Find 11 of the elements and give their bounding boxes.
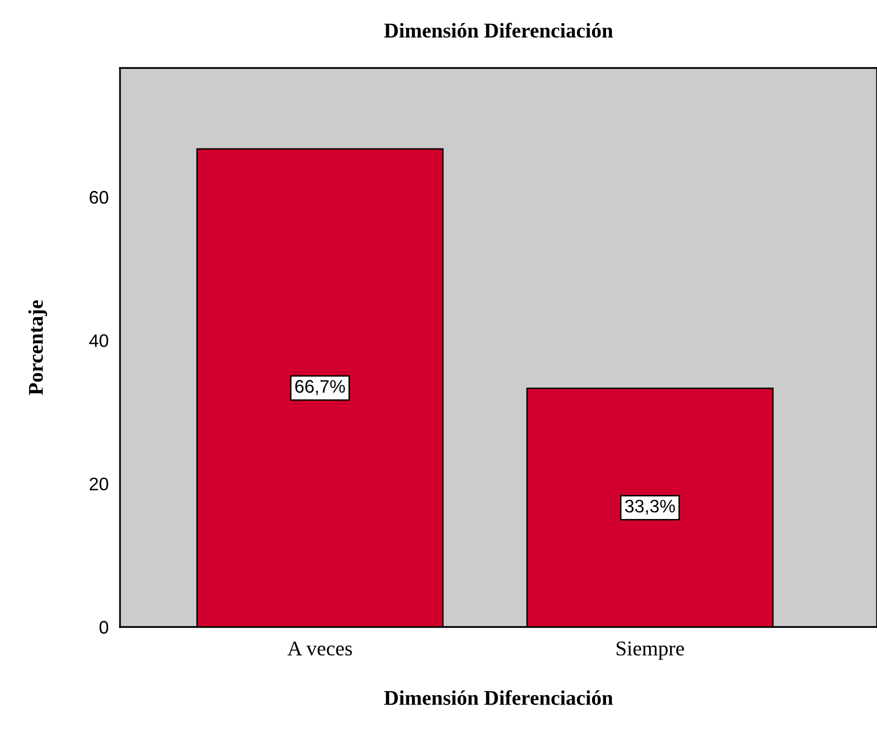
x-axis-title: Dimensión Diferenciación bbox=[384, 690, 613, 705]
y-tick-label: 60 bbox=[90, 190, 108, 204]
y-tick-label: 20 bbox=[90, 478, 108, 490]
data-label: 33,3% bbox=[625, 500, 675, 515]
chart-title: Dimensión Diferenciación bbox=[384, 22, 613, 38]
x-tick-label: A veces bbox=[287, 642, 352, 656]
y-tick-label: 40 bbox=[89, 334, 108, 348]
x-tick-label: Siempre bbox=[616, 642, 684, 660]
data-label: 66,7% bbox=[295, 380, 345, 395]
y-tick-label: 0 bbox=[100, 620, 108, 634]
y-axis-title: Porcentaje bbox=[28, 300, 48, 395]
